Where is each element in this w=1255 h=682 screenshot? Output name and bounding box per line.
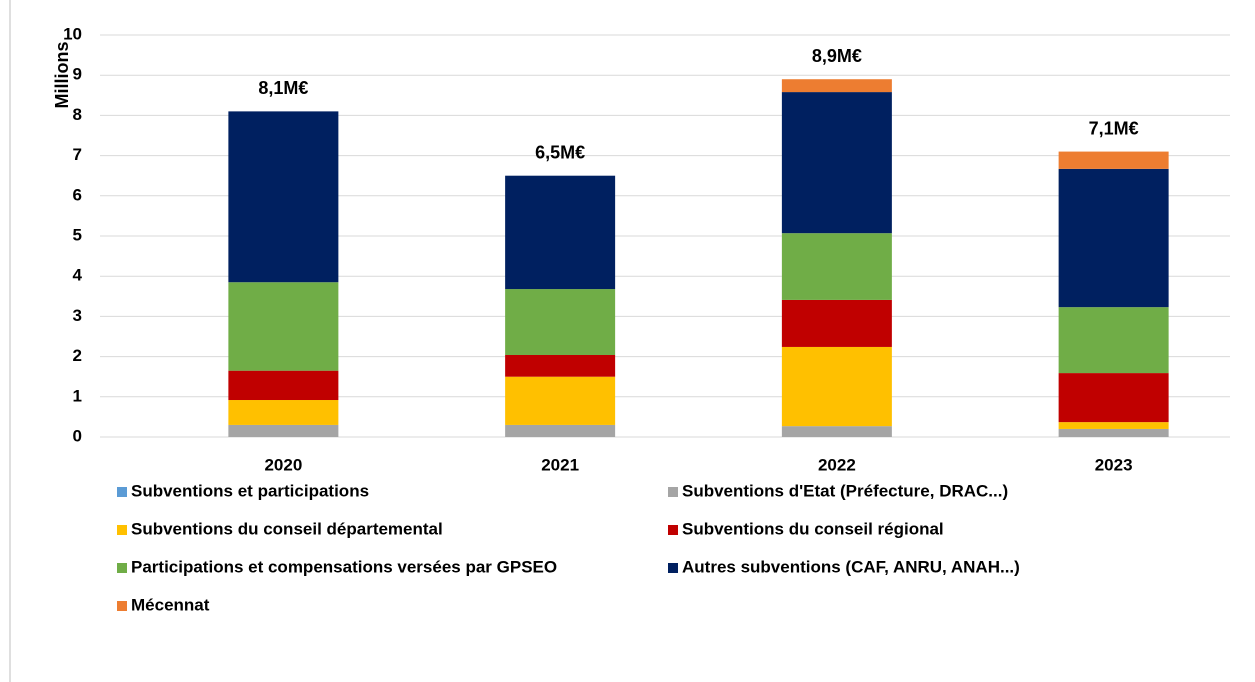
bar-segment [228,424,339,437]
legend-swatch [668,563,678,573]
total-label: 7,1M€ [1089,118,1139,138]
bar-segment [1058,373,1169,423]
x-tick-label: 2020 [264,455,302,474]
bar-segment [505,175,616,290]
bar-segment [505,376,616,425]
bar-segment [1058,151,1169,169]
legend-swatch [117,563,127,573]
y-tick-label: 0 [73,426,82,445]
bar-segment [1058,307,1169,374]
y-tick-label: 10 [63,24,82,43]
bar-segment [781,233,892,300]
legend-label: Subventions du conseil régional [682,519,944,538]
bar-segment [228,400,339,425]
legend-swatch [668,525,678,535]
bar-segment [1058,428,1169,437]
total-label: 8,1M€ [258,78,308,98]
bar-segment [781,299,892,347]
legend-label: Subventions d'Etat (Préfecture, DRAC...) [682,481,1008,500]
bar-segment [1058,168,1169,308]
y-tick-label: 6 [73,185,82,204]
bar-segment [1058,422,1169,429]
bar-segment [781,346,892,427]
legend-label: Subventions du conseil départemental [131,519,443,538]
y-tick-label: 9 [73,65,82,84]
y-tick-label: 3 [73,306,82,325]
bar-segment [228,111,339,283]
y-tick-label: 7 [73,145,82,164]
legend-label: Autres subventions (CAF, ANRU, ANAH...) [682,557,1020,576]
total-label: 8,9M€ [812,46,862,66]
legend-swatch [117,601,127,611]
total-label: 6,5M€ [535,142,585,162]
x-tick-label: 2023 [1095,455,1133,474]
y-axis-label: Millions [52,42,72,109]
y-tick-label: 2 [73,346,82,365]
legend-swatch [117,487,127,497]
bar-segment [505,424,616,437]
y-tick-label: 8 [73,105,82,124]
y-tick-label: 5 [73,225,82,244]
legend-label: Subventions et participations [131,481,369,500]
legend-label: Mécennat [131,595,210,614]
x-tick-label: 2022 [818,455,856,474]
bar-segment [505,289,616,355]
bar-segment [781,92,892,234]
bar-segment [781,79,892,93]
bar-segment [781,426,892,437]
bar-segment [228,282,339,371]
legend-swatch [668,487,678,497]
legend-label: Participations et compensations versées … [131,557,557,576]
y-tick-label: 1 [73,386,82,405]
x-tick-label: 2021 [541,455,579,474]
y-tick-label: 4 [73,266,83,285]
legend-swatch [117,525,127,535]
bar-segment [505,354,616,377]
bar-segment [228,370,339,401]
